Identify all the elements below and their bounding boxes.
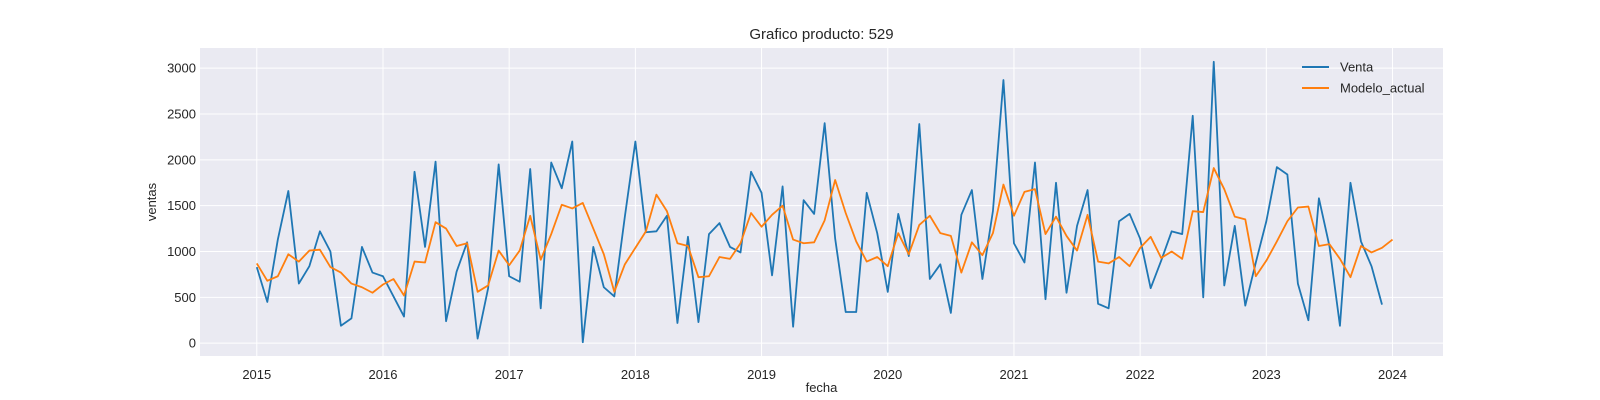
y-tick-label: 1000 [167, 244, 196, 259]
series-line-modelo-actual [256, 167, 1394, 297]
y-axis-label: ventas [144, 182, 159, 221]
y-tick-label: 3000 [167, 61, 196, 76]
x-tick-label: 2022 [1126, 367, 1155, 382]
x-axis-label: fecha [806, 380, 839, 395]
legend-label-venta: Venta [1340, 60, 1374, 75]
x-tick-label: 2021 [999, 367, 1028, 382]
x-tick-label: 2024 [1378, 367, 1407, 382]
x-tick-label: 2015 [242, 367, 271, 382]
chart-title: Grafico producto: 529 [749, 26, 893, 43]
series-line-venta [255, 60, 1383, 344]
y-tick-label: 1500 [167, 198, 196, 213]
y-tick-label: 2500 [167, 107, 196, 122]
x-tick-label: 2018 [621, 367, 650, 382]
x-tick-label: 2019 [747, 367, 776, 382]
x-axis-ticks: 2015 2016 2017 2018 2019 2020 2021 2022 2023 2024 [242, 367, 1407, 382]
y-tick-label: 500 [174, 290, 196, 305]
legend-label-modelo-actual: Modelo_actual [1340, 81, 1425, 96]
series-layer [255, 60, 1394, 344]
y-axis-ticks: 0 500 1000 1500 2000 2500 3000 [167, 61, 196, 351]
x-tick-label: 2023 [1252, 367, 1281, 382]
x-tick-label: 2017 [495, 367, 524, 382]
plot-area [200, 48, 1443, 356]
x-tick-label: 2016 [369, 367, 398, 382]
y-tick-label: 2000 [167, 152, 196, 167]
grid [200, 48, 1443, 356]
x-tick-label: 2020 [873, 367, 902, 382]
y-tick-label: 0 [189, 336, 196, 351]
legend: Venta Modelo_actual [1302, 60, 1425, 96]
